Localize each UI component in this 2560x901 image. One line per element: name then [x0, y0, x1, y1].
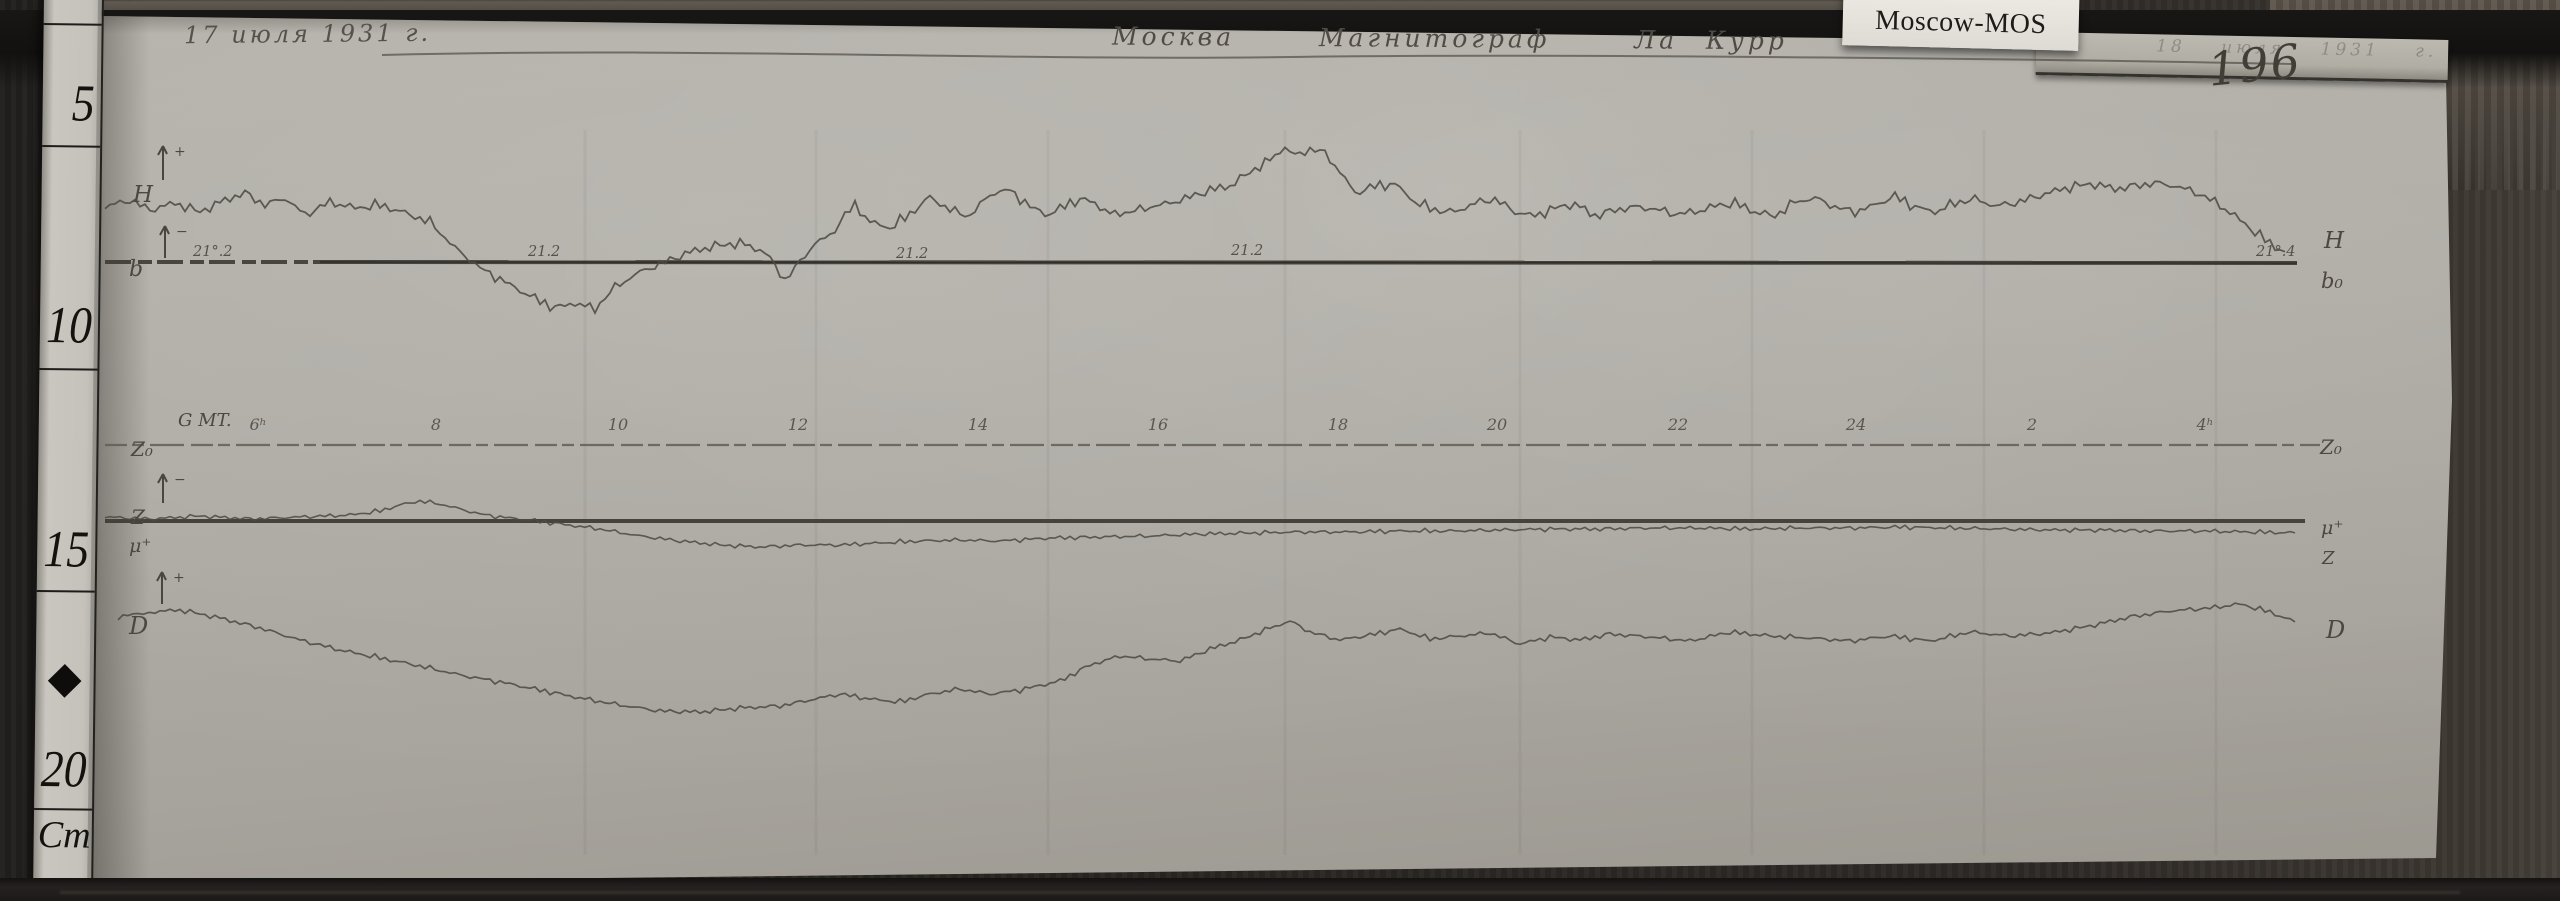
ruler-tick — [43, 22, 102, 26]
ruler-mark-10: 10 — [45, 297, 93, 355]
cm-ruler: 5 10 15 ◆ 20 Cm — [33, 0, 104, 889]
glass-glare — [1200, 40, 1700, 340]
ruler-unit-cm: Cm — [37, 813, 91, 857]
sheet-number: 196 — [2205, 33, 2305, 97]
diamond-icon: ◆ — [47, 653, 82, 703]
ruler-tick — [34, 807, 93, 811]
ruler-tick — [39, 367, 98, 371]
ruler-mark-20: 20 — [40, 741, 87, 799]
station-label: Moscow-MOS — [1874, 4, 2047, 41]
date-annotation: 17 июля 1931 г. — [183, 18, 432, 50]
table-seam-line — [60, 891, 2460, 894]
ruler-tick — [36, 589, 95, 593]
ruler-mark-15: 15 — [43, 521, 90, 579]
ruler-mark-5: 5 — [71, 75, 96, 133]
title-annotation: Москва Магнитограф Ла Курр — [1111, 21, 1788, 56]
station-label-card: Moscow-MOS — [1842, 0, 2080, 51]
ruler-tick — [42, 144, 101, 148]
bottom-shadow — [0, 878, 2560, 901]
